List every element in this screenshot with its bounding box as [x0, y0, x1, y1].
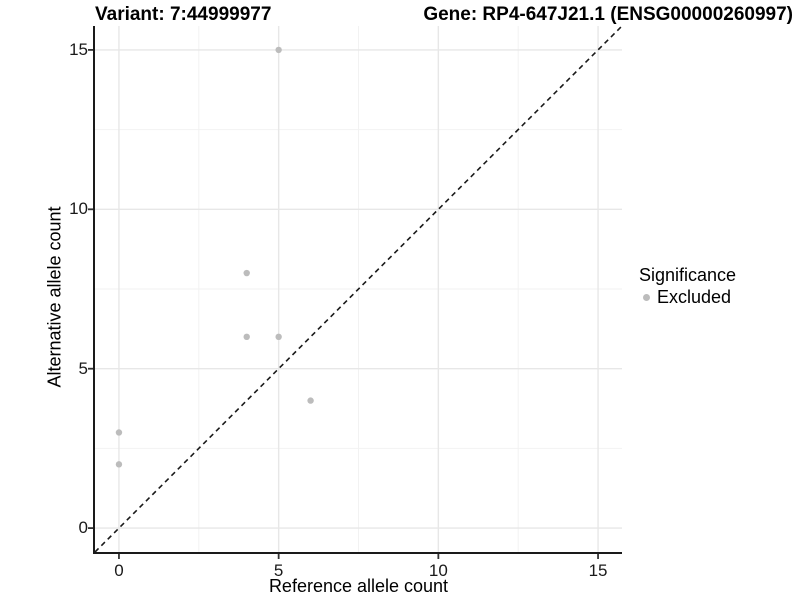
legend-key: [637, 288, 655, 306]
x-tick-label: 10: [428, 561, 448, 580]
x-tick-label: 0: [114, 561, 124, 580]
data-point: [275, 333, 282, 341]
y-tick-label: 5: [78, 358, 88, 378]
legend-item-excluded: Excluded: [637, 286, 736, 308]
x-axis-title: Reference allele count: [268, 576, 449, 596]
y-tick-label: 10: [69, 199, 88, 219]
data-point: [275, 46, 282, 54]
legend-item-label: Excluded: [657, 287, 732, 307]
legend-point-icon: [642, 293, 650, 301]
y-tick-label: 15: [69, 39, 88, 59]
x-tick-label: 15: [588, 561, 608, 580]
plot-title-gene: Gene: RP4-647J21.1 (ENSG00000260997): [423, 4, 793, 25]
data-point: [115, 429, 123, 436]
legend: Significance Excluded: [637, 264, 736, 308]
data-point: [243, 269, 250, 277]
identity-line: [94, 25, 623, 553]
y-tick-label: 0: [78, 518, 88, 538]
data-point: [307, 397, 314, 404]
y-axis-title: Alternative allele count: [44, 206, 65, 388]
x-tick-label: 5: [273, 561, 284, 580]
legend-title: Significance: [639, 265, 737, 285]
plot-title-variant: Variant: 7:44999977: [95, 4, 272, 25]
data-point: [115, 461, 123, 468]
data-point: [243, 333, 250, 341]
